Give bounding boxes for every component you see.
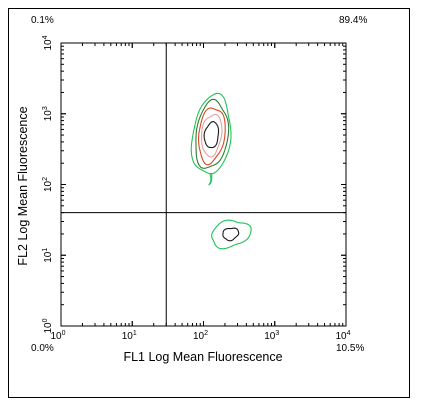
population-1-contour-4 (201, 113, 223, 158)
y-tick-label: 100 (42, 318, 54, 333)
y-axis-title: FL2 Log Mean Fluorescence (16, 106, 30, 265)
y-tick-label: 101 (42, 248, 54, 263)
population-1-contour-1 (190, 92, 232, 175)
x-axis-title: FL1 Log Mean Fluorescence (123, 350, 282, 364)
y-tick-label: 104 (42, 35, 54, 50)
population-1-contour-3 (197, 107, 226, 166)
population-1-contour-5 (203, 121, 220, 149)
y-tick-label: 102 (42, 177, 54, 192)
tick-labels: 100 101 102 103 104 100 101 102 103 104 (42, 35, 351, 342)
population-2-contour-2 (222, 227, 240, 242)
plot-area-border (60, 42, 347, 327)
tick-marks (60, 42, 347, 327)
population-1-tail (208, 172, 213, 186)
population-2-contour-1 (211, 219, 252, 250)
x-tick-label: 101 (122, 330, 137, 342)
quadrant-lower-left-percent: 0.0% (31, 343, 54, 354)
quadrant-upper-right-percent: 89.4% (339, 15, 368, 26)
quadrant-lower-right-percent: 10.5% (336, 343, 365, 354)
x-tick-label: 104 (335, 330, 350, 342)
x-tick-label: 100 (50, 330, 65, 342)
quadrant-upper-left-percent: 0.1% (31, 15, 54, 26)
contour-populations (190, 92, 252, 250)
quadrant-gate (61, 43, 346, 326)
population-1-contour-2 (195, 98, 230, 169)
x-tick-label: 103 (264, 330, 279, 342)
figure-frame (8, 8, 410, 398)
y-tick-label: 103 (42, 106, 54, 121)
x-tick-label: 102 (193, 330, 208, 342)
